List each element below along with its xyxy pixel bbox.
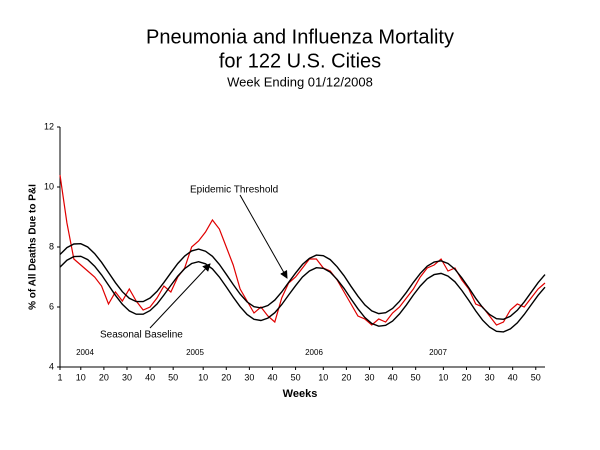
x-tick-label: 10: [198, 372, 208, 382]
annotation-arrow: [149, 263, 211, 329]
y-axis-label: % of All Deaths Due to P&I: [28, 184, 39, 310]
x-tick-label: 40: [388, 372, 398, 382]
y-tick-label: 12: [44, 121, 54, 131]
x-tick-label: 40: [508, 372, 518, 382]
x-tick-label: 10: [438, 372, 448, 382]
year-label: 2004: [76, 348, 94, 357]
x-tick-label: 10: [76, 372, 86, 382]
data-line: [59, 242, 546, 321]
year-label: 2005: [186, 348, 204, 357]
chart-title: Pneumonia and Influenza Mortality: [146, 26, 454, 48]
data-line: [59, 255, 546, 333]
x-tick-label: 30: [122, 372, 132, 382]
x-tick-label: 50: [531, 372, 541, 382]
y-tick-label: 10: [44, 181, 54, 191]
x-tick-label: 50: [168, 372, 178, 382]
annotation: Seasonal Baseline: [100, 330, 183, 341]
y-tick-label: 8: [49, 241, 54, 251]
data-line: [59, 174, 546, 326]
chart-subtitle: Week Ending 01/12/2008: [227, 74, 373, 89]
x-tick-label: 10: [318, 372, 328, 382]
annotation: Epidemic Threshold: [190, 185, 278, 196]
x-tick-label: 20: [221, 372, 231, 382]
x-tick-label: 20: [461, 372, 471, 382]
annotation-arrow: [239, 194, 288, 279]
x-tick-label: 50: [411, 372, 421, 382]
y-tick-label: 4: [49, 361, 54, 371]
year-label: 2007: [429, 348, 447, 357]
year-label: 2006: [305, 348, 323, 357]
y-tick-label: 6: [49, 301, 54, 311]
x-axis-label: Weeks: [283, 388, 318, 400]
x-tick-label: 40: [145, 372, 155, 382]
x-tick-label: 20: [99, 372, 109, 382]
x-tick-label: 30: [244, 372, 254, 382]
x-tick-label: 1: [57, 372, 62, 382]
x-tick-label: 40: [267, 372, 277, 382]
chart-title-line2: for 122 U.S. Cities: [219, 50, 381, 72]
x-tick-label: 30: [485, 372, 495, 382]
x-tick-label: 30: [364, 372, 374, 382]
x-tick-label: 50: [291, 372, 301, 382]
x-tick-label: 20: [341, 372, 351, 382]
